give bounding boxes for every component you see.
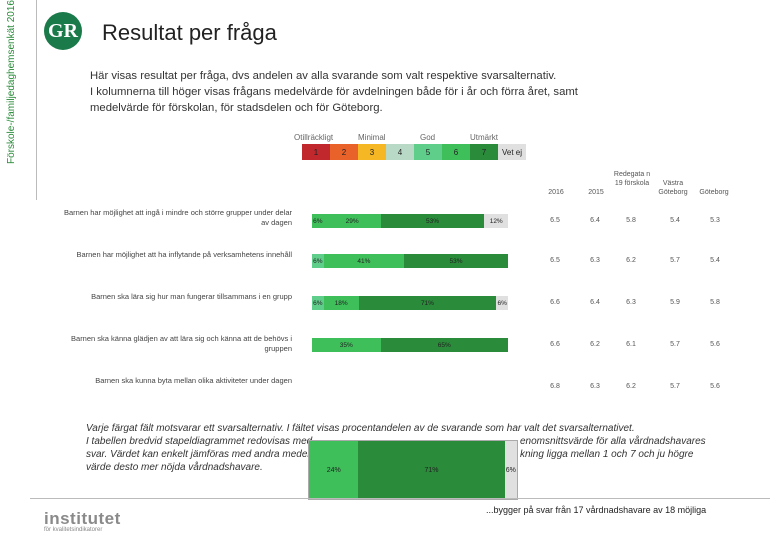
response-bar: 6% 29% 53% 12% [312, 214, 508, 228]
col-header-stadsdel: Västra Göteborg [658, 180, 688, 196]
brand-logo: institutet [44, 509, 121, 528]
mean-value: 6.3 [626, 299, 636, 306]
legend-item: 1 [302, 144, 330, 160]
sidebar-vertical-title: Förskole-/familjedaghemsenkät 2016 [6, 0, 17, 164]
mean-value: 5.9 [670, 299, 680, 306]
mean-value: 6.2 [626, 257, 636, 264]
bar-segment: 6% [312, 254, 324, 268]
bar-segment: 53% [404, 254, 508, 268]
response-bar: 35% 65% [312, 338, 508, 352]
col-header-2015: 2015 [588, 189, 604, 196]
footer-line: svar. Värdet kan enkelt jämföras med and… [86, 449, 315, 460]
bar-segment: 6% [312, 296, 324, 310]
question-label: Barnen har möjlighet att ha inflytande p… [76, 250, 292, 259]
response-bar: 6% 18% 71% 6% [312, 296, 508, 310]
page-title: Resultat per fråga [102, 20, 277, 45]
question-label: Barnen ska kunna byta mellan olika aktiv… [95, 376, 292, 385]
mean-value: 5.3 [710, 217, 720, 224]
col-header-goteborg: Göteborg [699, 189, 729, 196]
mean-value: 5.4 [670, 217, 680, 224]
legend-item: 2 [330, 144, 358, 160]
sidebar-divider [36, 0, 37, 200]
bar-segment: 41% [323, 254, 405, 268]
bar-segment: 6% [312, 214, 324, 228]
legend-item: 3 [358, 144, 386, 160]
mean-value: 5.8 [626, 217, 636, 224]
intro-line: medelvärde för förskolan, för stadsdelen… [90, 102, 383, 114]
bar-segment: 18% [323, 296, 359, 310]
mean-value: 6.5 [550, 217, 560, 224]
legend: 1 2 3 4 5 6 7 Vet ej [302, 144, 526, 160]
col-header-forskola: Redegata n 19 förskola [613, 171, 651, 187]
mean-value: 6.6 [550, 299, 560, 306]
mean-value: 5.7 [670, 341, 680, 348]
bar-segment: 35% [312, 338, 381, 352]
col-header-2016: 2016 [548, 189, 564, 196]
bar-segment: 29% [323, 214, 381, 228]
floating-bar: 24% 71% 6% [308, 440, 518, 500]
mean-value: 6.5 [550, 257, 560, 264]
mean-value: 5.6 [710, 341, 720, 348]
intro-line: I kolumnerna till höger visas frågans me… [90, 86, 578, 98]
bar-segment: 53% [380, 214, 485, 228]
footer-line: Varje färgat fält motsvarar ett svarsalt… [86, 423, 635, 434]
question-label: Barnen har möjlighet att ingå i mindre o… [63, 208, 292, 227]
legend-item: 7 [470, 144, 498, 160]
legend-group-label: Utmärkt [470, 133, 498, 142]
mean-value: 6.8 [550, 383, 560, 390]
mean-value: 6.6 [550, 341, 560, 348]
bottom-divider [30, 498, 770, 499]
bar-segment: 24% [309, 441, 359, 499]
mean-value: 5.7 [670, 257, 680, 264]
brand-subtitle: för kvalitetsindikatorer [44, 527, 103, 533]
bar-segment: 12% [484, 214, 508, 228]
mean-value: 6.1 [626, 341, 636, 348]
footer-line: I tabellen bredvid stapeldiagrammet redo… [86, 436, 313, 447]
gr-logo: GR [44, 12, 82, 50]
bar-segment: 6% [504, 441, 517, 499]
legend-item: 4 [386, 144, 414, 160]
response-bar: 6% 41% 53% [312, 254, 508, 268]
footer-right: enomsnittsvärde för alla vårdnadshavares… [520, 435, 706, 461]
question-label: Barnen ska känna glädjen av att lära sig… [71, 334, 292, 353]
response-count: ...bygger på svar från 17 vårdnadshavare… [486, 505, 707, 515]
intro-text: Här visas resultat per fråga, dvs andele… [90, 68, 690, 116]
mean-value: 6.2 [626, 383, 636, 390]
bar-segment: 65% [380, 338, 508, 352]
mean-value: 6.3 [590, 383, 600, 390]
mean-value: 6.3 [590, 257, 600, 264]
bar-segment: 6% [496, 296, 508, 310]
legend-group-label: Minimal [358, 133, 386, 142]
legend-group-label: God [420, 133, 436, 142]
bar-segment: 71% [358, 441, 505, 499]
footer-line: värde desto mer nöjda vårdnadshavare. [86, 462, 263, 473]
footer-line: enomsnittsvärde för alla vårdnadshavares [520, 436, 706, 447]
legend-item: 6 [442, 144, 470, 160]
mean-value: 5.8 [710, 299, 720, 306]
mean-value: 5.7 [670, 383, 680, 390]
footer-line: kning ligga mellan 1 och 7 och ju högre [520, 449, 694, 460]
mean-value: 6.4 [590, 299, 600, 306]
question-label: Barnen ska lära sig hur man fungerar til… [91, 292, 292, 301]
bar-segment: 71% [358, 296, 497, 310]
legend-item: Vet ej [498, 144, 526, 160]
mean-value: 6.4 [590, 217, 600, 224]
legend-item: 5 [414, 144, 442, 160]
mean-value: 6.2 [590, 341, 600, 348]
footer-explanation: Varje färgat fält motsvarar ett svarsalt… [86, 422, 776, 474]
mean-value: 5.6 [710, 383, 720, 390]
legend-group-label: Otillräckligt [294, 133, 334, 142]
mean-value: 5.4 [710, 257, 720, 264]
intro-line: Här visas resultat per fråga, dvs andele… [90, 70, 557, 82]
